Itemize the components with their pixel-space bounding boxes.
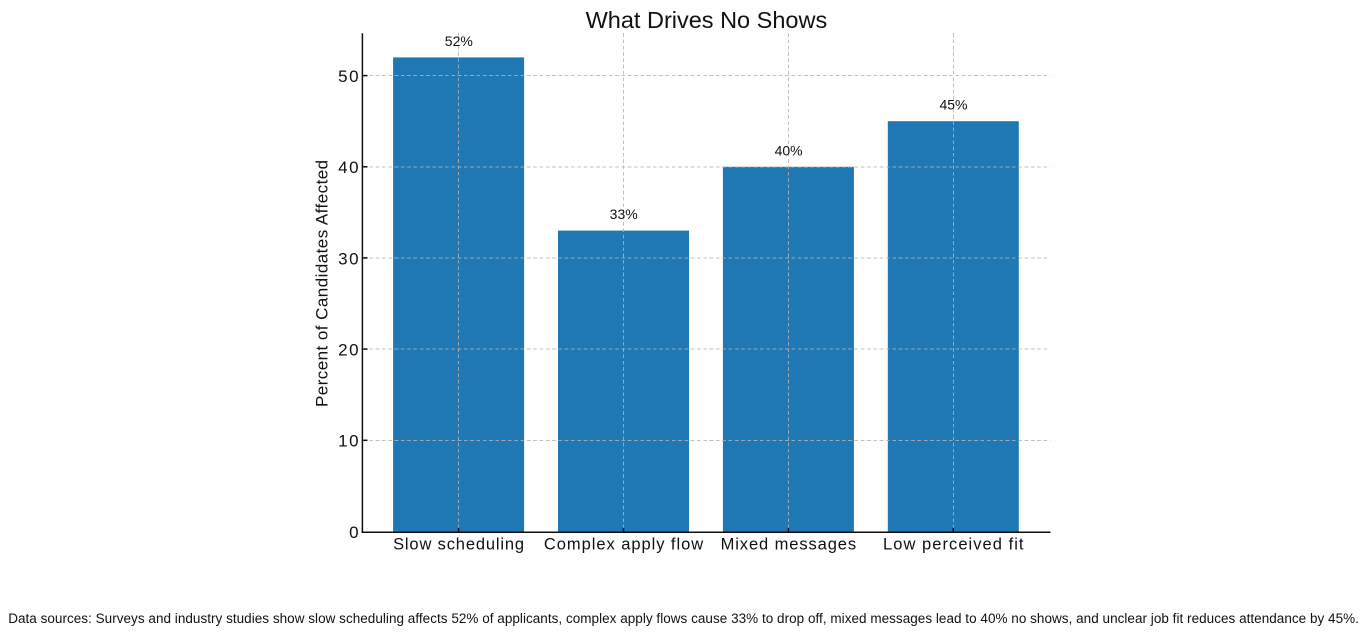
svg-text:Slow scheduling: Slow scheduling — [393, 535, 525, 553]
svg-text:40%: 40% — [775, 142, 803, 158]
svg-text:Percent of Candidates Affected: Percent of Candidates Affected — [313, 159, 332, 407]
svg-text:33%: 33% — [610, 206, 638, 222]
svg-text:Complex apply flow: Complex apply flow — [544, 535, 704, 553]
svg-text:45%: 45% — [939, 97, 967, 113]
svg-text:Data sources: Surveys and indu: Data sources: Surveys and industry studi… — [8, 611, 1359, 626]
svg-text:Low perceived fit: Low perceived fit — [883, 535, 1025, 553]
svg-text:20: 20 — [338, 341, 360, 360]
svg-text:10: 10 — [338, 432, 360, 451]
svg-text:50: 50 — [338, 67, 360, 86]
svg-text:30: 30 — [338, 249, 360, 268]
svg-text:52%: 52% — [445, 33, 473, 49]
svg-text:0: 0 — [349, 523, 360, 542]
svg-text:What Drives No Shows: What Drives No Shows — [586, 7, 828, 33]
svg-text:40: 40 — [338, 158, 360, 177]
svg-text:Mixed messages: Mixed messages — [721, 535, 857, 553]
